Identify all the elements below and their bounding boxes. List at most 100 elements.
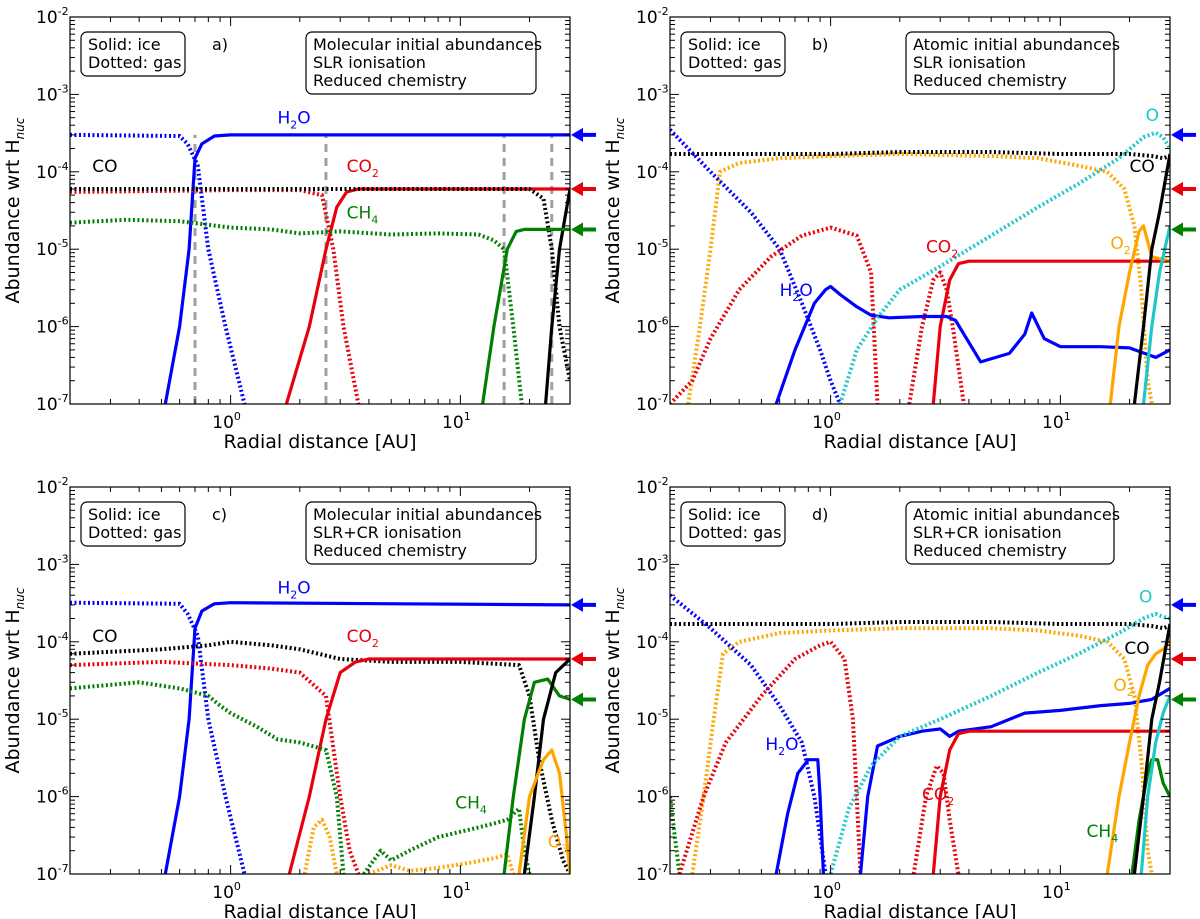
y-tick-label: 10-4 bbox=[636, 630, 669, 653]
y-axis-label: Abundance wrt Hnuc bbox=[2, 117, 27, 303]
legend-box bbox=[680, 31, 786, 77]
species-label-co2: CO2 bbox=[922, 785, 954, 808]
legend-box bbox=[80, 31, 186, 77]
x-axis-label: Radial distance [AU] bbox=[223, 431, 416, 453]
species-label-ch4: CH4 bbox=[1087, 822, 1119, 845]
species-label-ch4: CH4 bbox=[455, 794, 487, 817]
info-line: Reduced chemistry bbox=[913, 71, 1067, 90]
plot-frame bbox=[69, 486, 571, 875]
species-label-ch4: CH4 bbox=[347, 203, 379, 226]
series-co2-ice bbox=[931, 729, 1170, 874]
legend-line: Dotted: gas bbox=[88, 53, 181, 72]
y-tick-label: 10-2 bbox=[36, 5, 69, 28]
x-tick-label: 100 bbox=[212, 410, 241, 433]
info-box bbox=[305, 31, 537, 95]
series-h2o-ice bbox=[858, 687, 1170, 874]
species-label-o2: O3 bbox=[548, 832, 568, 855]
info-line: Reduced chemistry bbox=[313, 71, 467, 90]
species-label-o: O bbox=[1139, 588, 1152, 608]
info-line: Molecular initial abundances bbox=[313, 35, 542, 54]
series-h2o-gas bbox=[670, 128, 842, 404]
series-o2-gas bbox=[686, 152, 1154, 404]
legend-box bbox=[680, 501, 786, 547]
reference-arrowhead-co2 bbox=[571, 181, 583, 196]
species-label-co2: CO2 bbox=[926, 238, 958, 261]
legend-line: Dotted: gas bbox=[88, 523, 181, 542]
plot-area bbox=[70, 132, 570, 404]
species-label-o: O bbox=[1146, 106, 1159, 126]
series-co2-gas bbox=[70, 188, 361, 404]
species-label-co: CO bbox=[92, 627, 117, 647]
species-label-co: CO bbox=[92, 157, 117, 177]
y-tick-label: 10-4 bbox=[36, 630, 69, 653]
series-co2-gas bbox=[670, 225, 880, 404]
panel-b: 100 101 10-7 10-6 10-5 10-4 10-3 10-2 Radial dis… bbox=[602, 5, 1196, 453]
series-ch4-gas bbox=[70, 680, 346, 874]
y-tick-label: 10-3 bbox=[36, 82, 69, 105]
y-tick-label: 10-2 bbox=[636, 475, 669, 498]
y-tick-label: 10-3 bbox=[636, 82, 669, 105]
series-co2-ice bbox=[931, 259, 1170, 404]
series-h2o-gas bbox=[670, 593, 828, 874]
reference-arrowhead-co2 bbox=[1171, 651, 1183, 666]
y-tick-label: 10-6 bbox=[36, 315, 69, 338]
series-co-ice bbox=[1132, 623, 1170, 874]
info-line: SLR+CR ionisation bbox=[913, 523, 1062, 542]
species-label-h2o: H2O bbox=[278, 109, 311, 132]
species-label-co: CO bbox=[1124, 639, 1149, 659]
plot-frame bbox=[69, 16, 571, 405]
series-o2-gas bbox=[368, 852, 516, 874]
info-line: SLR ionisation bbox=[913, 53, 1026, 72]
series-co-gas bbox=[670, 150, 1170, 161]
series-o2-ice bbox=[1105, 640, 1170, 874]
series-co-ice bbox=[544, 188, 570, 404]
series-o2-gas bbox=[690, 626, 1154, 874]
series-o2-gas bbox=[302, 817, 339, 874]
series-co-gas bbox=[70, 639, 570, 874]
y-tick-label: 10-4 bbox=[36, 160, 69, 183]
x-axis-label: Radial distance [AU] bbox=[223, 901, 416, 919]
series-co-gas bbox=[70, 187, 570, 382]
y-tick-label: 10-7 bbox=[636, 392, 669, 415]
panel-letter: a) bbox=[212, 35, 228, 54]
y-axis-label: Abundance wrt Hnuc bbox=[602, 587, 627, 773]
series-ch4-gas bbox=[362, 806, 532, 874]
y-tick-label: 10-7 bbox=[36, 392, 69, 415]
x-tick-label: 101 bbox=[1042, 410, 1071, 433]
y-tick-label: 10-5 bbox=[36, 237, 69, 260]
info-line: Atomic initial abundances bbox=[913, 505, 1120, 524]
y-tick-label: 10-3 bbox=[36, 552, 69, 575]
y-tick-label: 10-6 bbox=[36, 785, 69, 808]
plot-frame bbox=[669, 486, 1171, 875]
panel-letter: b) bbox=[812, 35, 828, 54]
plot-area bbox=[670, 128, 1170, 404]
reference-arrowhead-h2o bbox=[571, 127, 583, 142]
x-tick-label: 100 bbox=[812, 410, 841, 433]
info-line: Atomic initial abundances bbox=[913, 35, 1120, 54]
reference-arrowhead-ch4 bbox=[571, 692, 583, 707]
y-tick-label: 10-5 bbox=[636, 237, 669, 260]
y-axis-label: Abundance wrt Hnuc bbox=[2, 587, 27, 773]
legend-box bbox=[80, 501, 186, 547]
reference-arrowhead-h2o bbox=[571, 597, 583, 612]
legend-line: Solid: ice bbox=[688, 505, 761, 524]
x-tick-label: 100 bbox=[212, 880, 241, 903]
plot-frame bbox=[669, 16, 1171, 405]
y-tick-label: 10-5 bbox=[36, 707, 69, 730]
plot-area bbox=[670, 593, 1170, 874]
panel-a: 100 101 10-7 10-6 10-5 10-4 10-3 10-2 Radial dis… bbox=[2, 5, 596, 453]
y-tick-label: 10-4 bbox=[636, 160, 669, 183]
y-tick-label: 10-2 bbox=[36, 475, 69, 498]
species-label-h2o: H2O bbox=[780, 281, 813, 304]
series-co2-gas bbox=[907, 270, 966, 404]
x-tick-label: 101 bbox=[442, 880, 471, 903]
y-tick-label: 10-5 bbox=[636, 707, 669, 730]
species-label-co: CO bbox=[1130, 157, 1155, 177]
plot-area bbox=[70, 600, 570, 874]
species-label-co2: CO2 bbox=[347, 157, 379, 180]
species-label-co2: CO2 bbox=[347, 627, 379, 650]
series-co-ice bbox=[1132, 153, 1170, 404]
y-tick-label: 10-7 bbox=[36, 862, 69, 885]
series-h2o-gas bbox=[70, 132, 247, 404]
